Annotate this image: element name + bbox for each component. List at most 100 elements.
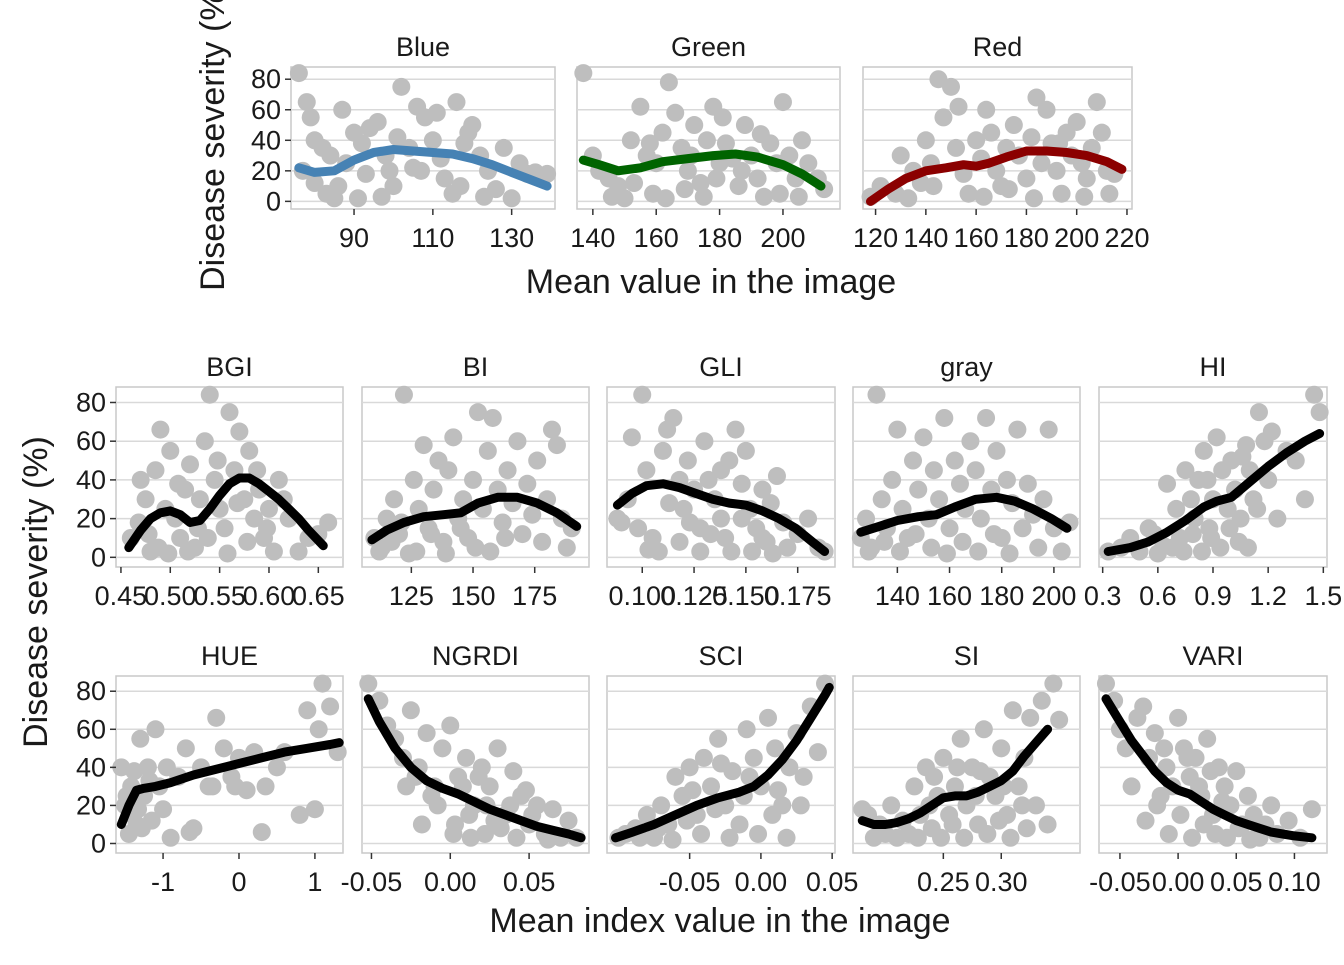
data-point-bi-3 bbox=[385, 490, 404, 509]
x-tick-label-bgi-4: 0.65 bbox=[292, 581, 345, 611]
panel-green: Green 140 160 180 200 bbox=[570, 32, 841, 253]
data-point-ngrdi-12 bbox=[457, 748, 476, 767]
data-point-gli-29 bbox=[767, 467, 786, 486]
data-point-red-38 bbox=[1092, 123, 1111, 142]
data-point-green-39 bbox=[656, 189, 675, 208]
data-point-bgi-39 bbox=[169, 474, 188, 493]
data-point-bi-9 bbox=[414, 436, 433, 455]
data-point-gray-15 bbox=[930, 490, 949, 509]
data-point-blue-41 bbox=[388, 128, 407, 147]
x-tick-label-hi-3: 1.2 bbox=[1249, 581, 1287, 611]
data-point-si-44 bbox=[1013, 796, 1032, 815]
y-tick-label-bgi-2: 40 bbox=[76, 465, 106, 495]
panel-bgi: BGI 0.450.500.550.600.65 0 20 40 60 80 bbox=[76, 352, 345, 611]
data-point-green-45 bbox=[770, 184, 789, 203]
data-point-bgi-27 bbox=[259, 499, 278, 518]
data-point-gli-40 bbox=[670, 532, 689, 551]
data-point-bgi-4 bbox=[146, 461, 165, 480]
data-point-hue-26 bbox=[252, 823, 271, 842]
data-point-si-37 bbox=[932, 828, 951, 847]
data-point-gli-4 bbox=[637, 461, 656, 480]
x-tick-label-vari-1: 0.00 bbox=[1152, 867, 1205, 897]
data-point-vari-44 bbox=[1190, 777, 1209, 796]
data-point-sci-11 bbox=[694, 748, 713, 767]
data-point-bi-38 bbox=[557, 538, 576, 557]
data-point-green-16 bbox=[691, 174, 710, 193]
data-point-bi-5 bbox=[394, 385, 413, 404]
data-point-gray-23 bbox=[971, 509, 990, 528]
data-point-bi-29 bbox=[513, 525, 532, 544]
data-point-bi-47 bbox=[466, 538, 485, 557]
data-point-ngrdi-5 bbox=[401, 701, 420, 720]
data-point-hue-33 bbox=[313, 674, 332, 693]
x-tick-label-hi-4: 1.5 bbox=[1305, 581, 1343, 611]
data-point-gli-47 bbox=[743, 542, 762, 561]
data-point-gli-12 bbox=[678, 451, 697, 470]
data-point-blue-47 bbox=[329, 177, 348, 196]
trend-line-gray bbox=[856, 492, 1072, 537]
data-point-gli-22 bbox=[732, 474, 751, 493]
data-point-ngrdi-34 bbox=[507, 828, 526, 847]
data-point-si-21 bbox=[974, 720, 993, 739]
data-point-gray-45 bbox=[937, 544, 956, 563]
data-point-ngrdi-0 bbox=[359, 674, 378, 693]
data-point-red-29 bbox=[1047, 161, 1066, 180]
data-point-si-9 bbox=[905, 777, 924, 796]
data-point-si-42 bbox=[989, 811, 1008, 830]
data-point-hue-41 bbox=[180, 823, 199, 842]
data-point-sci-27 bbox=[808, 743, 827, 762]
data-point-red-48 bbox=[1075, 187, 1094, 206]
data-point-bi-22 bbox=[478, 441, 497, 460]
x-tick-label-gray-2: 180 bbox=[979, 581, 1024, 611]
data-point-gray-43 bbox=[906, 525, 925, 544]
data-point-green-40 bbox=[675, 180, 694, 199]
data-point-blue-12 bbox=[352, 134, 371, 153]
x-tick-label-gli-2: 0.150 bbox=[712, 581, 780, 611]
data-point-vari-22 bbox=[1227, 762, 1246, 781]
data-point-red-44 bbox=[974, 187, 993, 206]
panel-ngrdi: NGRDI -0.05 0.00 0.05 bbox=[341, 641, 590, 897]
data-point-green-42 bbox=[713, 108, 732, 127]
y-tick-label-blue-4: 80 bbox=[251, 64, 281, 94]
data-point-blue-14 bbox=[368, 112, 387, 131]
data-point-si-16 bbox=[945, 777, 964, 796]
data-point-vari-37 bbox=[1183, 828, 1202, 847]
data-point-sci-20 bbox=[759, 708, 778, 727]
data-point-hi-13 bbox=[1194, 441, 1213, 460]
data-point-gray-47 bbox=[969, 542, 988, 561]
data-point-sci-7 bbox=[666, 767, 685, 786]
data-point-bi-43 bbox=[407, 542, 426, 561]
data-point-hue-32 bbox=[309, 720, 328, 739]
data-point-ngrdi-31 bbox=[460, 805, 479, 824]
data-point-blue-5 bbox=[321, 146, 340, 165]
data-point-bgi-2 bbox=[136, 490, 155, 509]
data-point-vari-43 bbox=[1178, 748, 1197, 767]
data-point-vari-4 bbox=[1122, 777, 1141, 796]
data-point-gray-28 bbox=[997, 470, 1016, 489]
data-point-ngrdi-28 bbox=[412, 815, 431, 834]
data-point-vari-45 bbox=[1201, 762, 1220, 781]
data-point-red-10 bbox=[941, 77, 960, 96]
data-point-si-46 bbox=[948, 758, 967, 777]
y-tick-label-blue-2: 40 bbox=[251, 125, 281, 155]
trend-line-green bbox=[578, 149, 826, 191]
data-point-hue-7 bbox=[131, 729, 150, 748]
data-point-hi-31 bbox=[1286, 451, 1305, 470]
data-point-bi-32 bbox=[528, 451, 547, 470]
data-point-si-30 bbox=[1026, 796, 1045, 815]
data-point-bi-7 bbox=[404, 470, 423, 489]
data-point-gray-49 bbox=[1000, 544, 1019, 563]
data-point-gray-17 bbox=[940, 519, 959, 538]
data-point-gli-23 bbox=[736, 441, 755, 460]
x-tick-label-blue-0: 90 bbox=[339, 223, 369, 253]
data-point-bgi-42 bbox=[198, 528, 217, 547]
data-point-green-37 bbox=[625, 174, 644, 193]
x-tick-label-gli-0: 0.100 bbox=[608, 581, 676, 611]
data-point-sci-31 bbox=[663, 830, 682, 849]
data-point-gli-28 bbox=[761, 494, 780, 513]
data-point-gli-44 bbox=[712, 461, 730, 480]
data-point-gray-36 bbox=[1039, 420, 1058, 439]
data-point-hue-13 bbox=[154, 800, 173, 819]
